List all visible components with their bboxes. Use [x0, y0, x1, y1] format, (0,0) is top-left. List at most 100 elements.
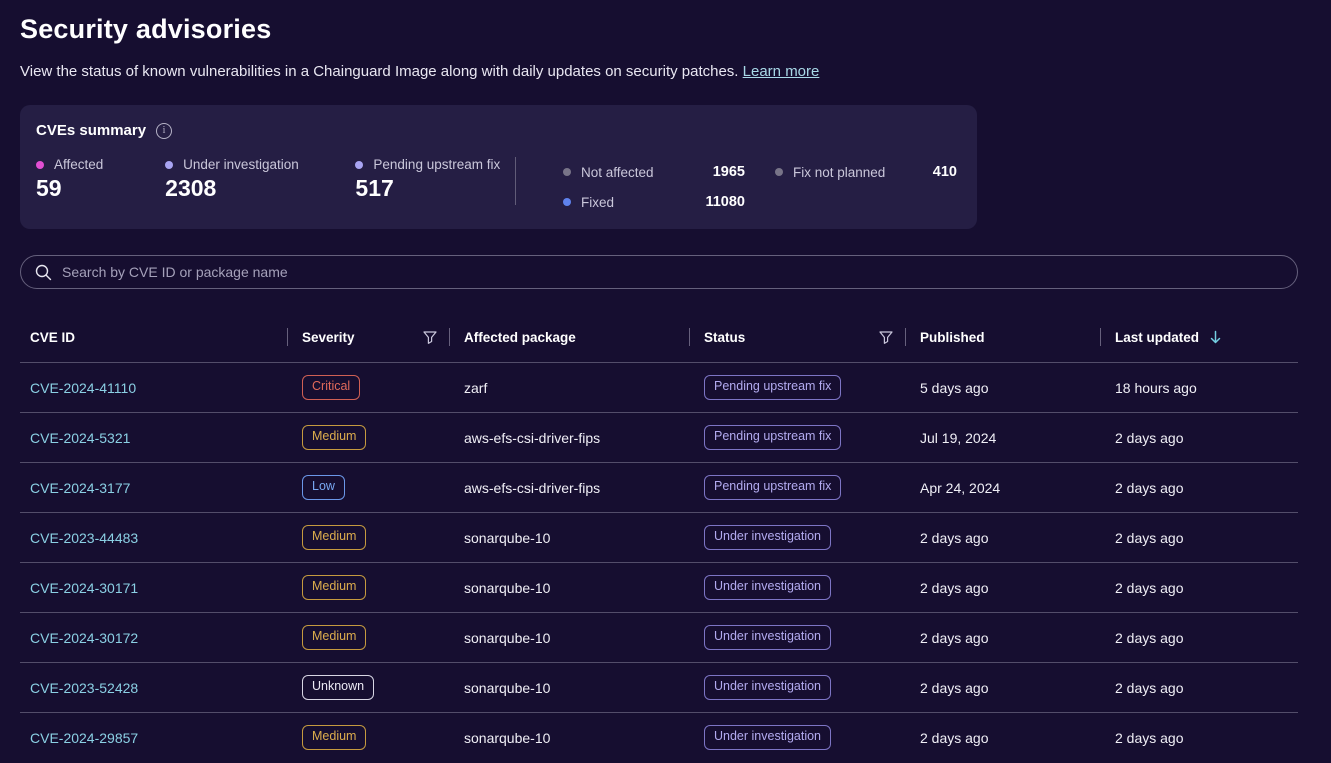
cve-link[interactable]: CVE-2023-44483: [30, 529, 139, 546]
severity-badge: Unknown: [302, 675, 375, 700]
severity-badge: Medium: [302, 525, 367, 550]
column-label: Published: [920, 329, 985, 345]
severity-badge: Medium: [302, 725, 367, 750]
table-row: CVE-2024-30172 Medium sonarqube-10 Under…: [20, 612, 1298, 662]
severity-badge: Medium: [302, 625, 367, 650]
filter-icon[interactable]: [879, 330, 893, 344]
column-label: Last updated: [1115, 329, 1200, 345]
cve-link[interactable]: CVE-2024-5321: [30, 429, 131, 446]
affected-package: sonarqube-10: [464, 629, 551, 646]
table-row: CVE-2024-41110 Critical zarf Pending ups…: [20, 362, 1298, 412]
affected-package: aws-efs-csi-driver-fips: [464, 479, 601, 496]
cve-link[interactable]: CVE-2023-52428: [30, 679, 139, 696]
affected-dot-icon: [36, 160, 44, 169]
advisories-table: CVE ID Severity Affected package Status …: [20, 312, 1298, 762]
last-updated-value: 18 hours ago: [1115, 379, 1197, 396]
status-badge: Under investigation: [704, 625, 832, 650]
stat-value: 11080: [705, 194, 745, 210]
last-updated-value: 2 days ago: [1115, 529, 1184, 546]
published-value: Jul 19, 2024: [920, 429, 997, 446]
last-updated-value: 2 days ago: [1115, 429, 1184, 446]
cve-link[interactable]: CVE-2024-3177: [30, 479, 131, 496]
column-label: Status: [704, 329, 746, 345]
search-icon: [35, 264, 52, 280]
stat-under-investigation: Under investigation 2308: [165, 157, 355, 217]
stat-value: 2308: [165, 175, 217, 201]
table-row: CVE-2024-29857 Medium sonarqube-10 Under…: [20, 712, 1298, 762]
last-updated-value: 2 days ago: [1115, 729, 1184, 746]
severity-badge: Medium: [302, 425, 367, 450]
table-row: CVE-2023-52428 Unknown sonarqube-10 Unde…: [20, 662, 1298, 712]
fix-not-planned-dot-icon: [774, 168, 783, 176]
status-badge: Pending upstream fix: [704, 375, 842, 400]
cve-link[interactable]: CVE-2024-29857: [30, 729, 139, 746]
sort-descending-icon[interactable]: [1209, 330, 1222, 344]
severity-badge: Critical: [302, 375, 361, 400]
last-updated-value: 2 days ago: [1115, 679, 1184, 696]
cve-link[interactable]: CVE-2024-41110: [30, 379, 137, 396]
cve-link[interactable]: CVE-2024-30172: [30, 629, 139, 646]
status-badge: Under investigation: [704, 525, 832, 550]
column-header-published[interactable]: Published: [905, 312, 1100, 362]
published-value: 2 days ago: [920, 579, 989, 596]
under-investigation-dot-icon: [165, 160, 174, 169]
cves-summary-title: CVEs summary: [36, 122, 147, 139]
info-icon[interactable]: [156, 122, 173, 139]
published-value: 2 days ago: [920, 529, 989, 546]
stat-value: 410: [932, 164, 957, 180]
stat-value: 59: [36, 175, 62, 201]
affected-package: aws-efs-csi-driver-fips: [464, 429, 601, 446]
table-row: CVE-2024-3177 Low aws-efs-csi-driver-fip…: [20, 462, 1298, 512]
table-header: CVE ID Severity Affected package Status …: [20, 312, 1298, 362]
stat-label: Not affected: [580, 164, 654, 180]
column-label: Severity: [302, 329, 355, 345]
column-header-severity[interactable]: Severity: [287, 312, 449, 362]
summary-divider: [515, 157, 516, 205]
column-label: CVE ID: [30, 329, 76, 345]
table-row: CVE-2024-30171 Medium sonarqube-10 Under…: [20, 562, 1298, 612]
published-value: 2 days ago: [920, 679, 989, 696]
last-updated-value: 2 days ago: [1115, 579, 1184, 596]
search-bar: [20, 255, 1298, 289]
status-badge: Under investigation: [704, 575, 832, 600]
stat-label: Affected: [54, 157, 104, 172]
stat-pending-upstream-fix: Pending upstream fix 517: [355, 157, 515, 217]
column-header-affected-package[interactable]: Affected package: [449, 312, 689, 362]
page-title: Security advisories: [20, 14, 272, 44]
affected-package: zarf: [464, 379, 488, 396]
affected-package: sonarqube-10: [464, 729, 551, 746]
stat-value: 517: [355, 175, 394, 201]
affected-package: sonarqube-10: [464, 529, 551, 546]
search-input[interactable]: [62, 264, 1283, 280]
cve-link[interactable]: CVE-2024-30171: [30, 579, 139, 596]
stat-value: 1965: [712, 164, 745, 180]
affected-package: sonarqube-10: [464, 679, 551, 696]
column-header-last-updated[interactable]: Last updated: [1100, 312, 1298, 362]
stat-fixed: Fixed 11080: [562, 187, 745, 217]
stat-label: Pending upstream fix: [373, 157, 501, 172]
stat-label: Fixed: [580, 194, 614, 210]
last-updated-value: 2 days ago: [1115, 479, 1184, 496]
column-header-status[interactable]: Status: [689, 312, 905, 362]
subtitle-text: View the status of known vulnerabilities…: [20, 63, 739, 80]
filter-icon[interactable]: [423, 330, 437, 344]
not-affected-dot-icon: [562, 168, 571, 176]
table-row: CVE-2023-44483 Medium sonarqube-10 Under…: [20, 512, 1298, 562]
stat-label: Under investigation: [183, 157, 299, 172]
severity-badge: Medium: [302, 575, 367, 600]
affected-package: sonarqube-10: [464, 579, 551, 596]
stat-fix-not-planned: Fix not planned 410: [774, 157, 957, 187]
status-badge: Under investigation: [704, 725, 832, 750]
column-label: Affected package: [464, 329, 576, 345]
status-badge: Pending upstream fix: [704, 425, 842, 450]
published-value: 2 days ago: [920, 729, 989, 746]
published-value: 5 days ago: [920, 379, 989, 396]
stat-affected: Affected 59: [36, 157, 165, 217]
column-header-cve-id[interactable]: CVE ID: [20, 312, 287, 362]
page-subtitle: View the status of known vulnerabilities…: [20, 63, 1298, 80]
learn-more-link[interactable]: Learn more: [742, 63, 820, 80]
fixed-dot-icon: [562, 198, 571, 206]
stat-not-affected: Not affected 1965: [562, 157, 745, 187]
table-body: CVE-2024-41110 Critical zarf Pending ups…: [20, 362, 1298, 762]
